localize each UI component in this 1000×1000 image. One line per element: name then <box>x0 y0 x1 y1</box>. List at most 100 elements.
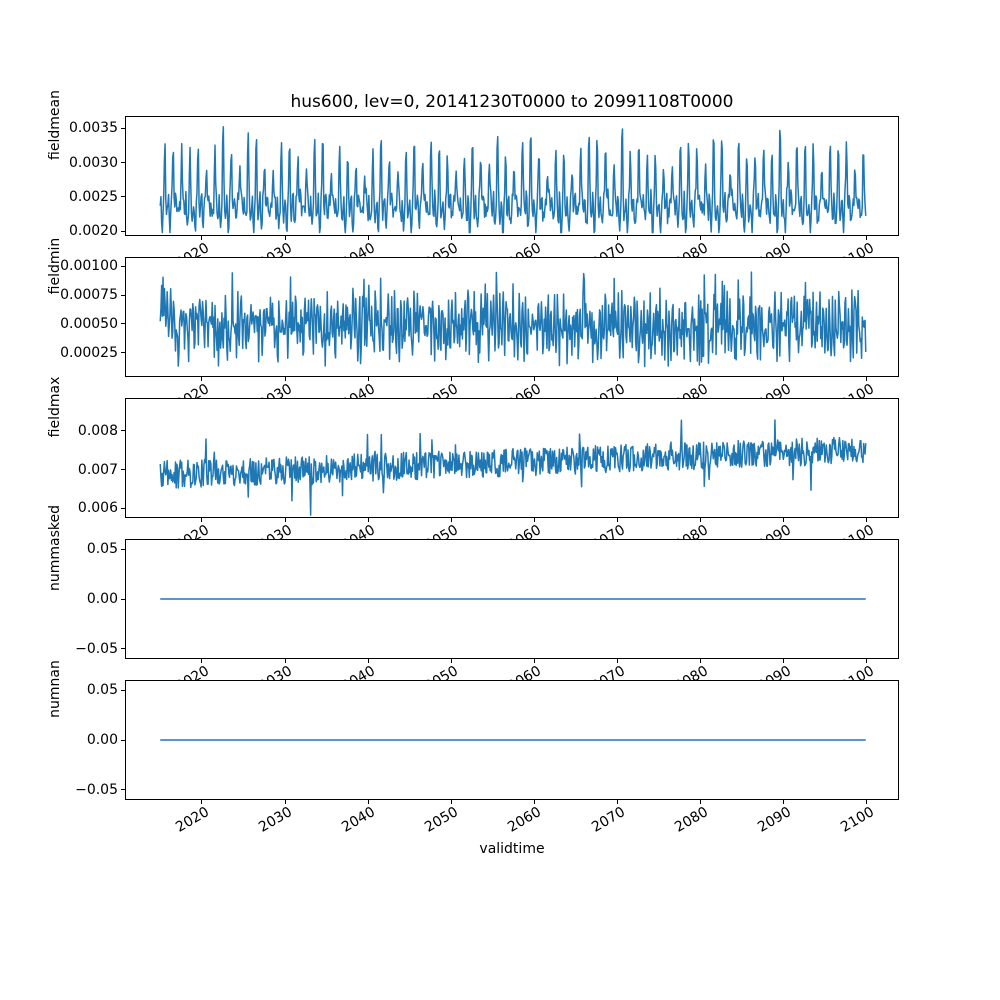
x-tick <box>700 659 702 663</box>
x-tick <box>617 800 619 804</box>
y-tick <box>121 265 125 267</box>
x-tick <box>367 518 369 522</box>
y-tick-label: −0.05 <box>75 781 118 798</box>
y-tick <box>121 430 125 432</box>
y-tick <box>121 739 125 741</box>
x-tick <box>783 800 785 804</box>
x-tick <box>617 236 619 240</box>
subplot-nummasked: nummasked 0.05 0.00 −0.05 2020 2030 2040 2050 2… <box>47 505 899 695</box>
y-tick <box>121 127 125 129</box>
y-tick-label: 0.0035 <box>69 120 118 137</box>
x-tick <box>700 236 702 240</box>
y-tick-label: 0.00025 <box>60 344 118 361</box>
x-tick <box>367 377 369 381</box>
y-tick-label: 0.00 <box>86 591 118 607</box>
y-tick-label: 0.0030 <box>69 154 118 171</box>
x-tick <box>201 659 203 663</box>
y-tick <box>121 352 125 354</box>
x-tick <box>866 659 868 663</box>
x-tick <box>533 659 535 663</box>
y-tick <box>121 323 125 325</box>
x-tick <box>284 518 286 522</box>
y-tick <box>121 196 125 198</box>
y-axis-label-fieldmax: fieldmax <box>47 376 63 438</box>
x-tick <box>617 659 619 663</box>
y-tick <box>121 598 125 600</box>
subplot-numnan: numnan 0.05 0.00 −0.05 2020 2030 2040 2050 2060… <box>47 660 899 836</box>
x-tick <box>367 659 369 663</box>
numnan-line-plot <box>160 739 866 741</box>
y-tick-label: 0.008 <box>77 422 118 439</box>
y-tick-label: 0.00050 <box>60 315 118 332</box>
x-tick <box>201 236 203 240</box>
figure-title: hus600, lev=0, 20141230T0000 to 20991108… <box>290 92 734 112</box>
series-fieldmax <box>159 419 867 516</box>
y-tick-label: 0.0025 <box>69 188 118 205</box>
y-tick-label: 0.00 <box>86 732 118 748</box>
x-tick <box>533 377 535 381</box>
axes-border <box>125 398 899 518</box>
x-tick <box>700 518 702 522</box>
subplot-fieldmean: fieldmean 0.0020 0.0025 0.0030 0.0035 2020 20… <box>47 90 899 272</box>
axes-border <box>125 116 899 236</box>
x-tick <box>866 377 868 381</box>
axes-border <box>125 680 899 800</box>
x-tick <box>533 800 535 804</box>
nummasked-line-plot <box>160 598 866 600</box>
y-tick <box>121 789 125 791</box>
y-tick <box>121 507 125 509</box>
x-tick <box>617 377 619 381</box>
y-tick-label: 0.00075 <box>60 287 118 304</box>
x-tick <box>783 659 785 663</box>
x-tick <box>533 518 535 522</box>
y-tick-label: 0.006 <box>77 500 118 517</box>
fieldmean-line-plot <box>159 125 867 234</box>
y-tick <box>121 162 125 164</box>
x-tick <box>284 659 286 663</box>
x-tick <box>866 236 868 240</box>
fieldmax-line-plot <box>159 419 867 516</box>
x-tick <box>367 236 369 240</box>
x-tick <box>617 518 619 522</box>
subplot-fieldmin: fieldmin 0.00025 0.00050 0.00075 0.00100 202… <box>47 238 899 413</box>
y-tick-label: 0.05 <box>86 541 118 558</box>
x-tick <box>284 377 286 381</box>
series-fieldmean <box>159 125 867 234</box>
x-tick <box>533 236 535 240</box>
x-tick <box>450 377 452 381</box>
y-tick <box>121 469 125 471</box>
x-tick <box>783 236 785 240</box>
x-tick <box>284 800 286 804</box>
x-axis-label: validtime <box>479 841 545 857</box>
y-tick-label: 0.00100 <box>60 258 118 275</box>
x-tick <box>450 659 452 663</box>
y-tick-label: −0.05 <box>75 640 118 657</box>
x-tick <box>201 377 203 381</box>
y-tick <box>121 548 125 550</box>
x-tick <box>450 518 452 522</box>
x-tick <box>700 377 702 381</box>
x-tick <box>866 518 868 522</box>
y-tick <box>121 648 125 650</box>
x-tick <box>783 377 785 381</box>
x-tick <box>450 236 452 240</box>
axes-border <box>125 539 899 659</box>
x-tick <box>450 800 452 804</box>
fieldmin-line-plot <box>159 271 867 368</box>
x-tick <box>866 800 868 804</box>
x-tick <box>700 800 702 804</box>
x-tick <box>201 518 203 522</box>
y-tick-label: 0.0020 <box>69 223 118 240</box>
series-fieldmin <box>159 271 867 368</box>
y-tick <box>121 689 125 691</box>
axes-border <box>125 257 899 377</box>
subplot-fieldmax: fieldmax 0.006 0.007 0.008 2020 2030 2040 2050… <box>47 377 899 554</box>
x-tick <box>783 518 785 522</box>
x-tick <box>367 800 369 804</box>
x-tick <box>284 236 286 240</box>
y-tick <box>121 230 125 232</box>
x-tick <box>201 800 203 804</box>
y-tick-label: 0.007 <box>77 461 118 478</box>
y-tick-label: 0.05 <box>86 682 118 699</box>
